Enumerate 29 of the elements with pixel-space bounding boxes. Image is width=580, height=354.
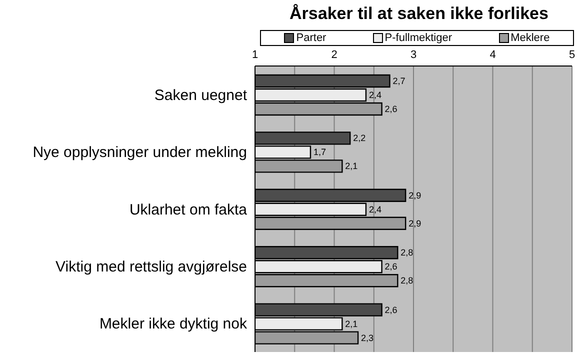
x-tick-label: 2 (331, 49, 338, 61)
data-label: 2,6 (384, 104, 398, 114)
data-label: 2,7 (392, 76, 406, 86)
y-tick-label: Nye opplysninger under mekling (32, 144, 247, 162)
data-label: 2,4 (368, 90, 382, 100)
data-label: 2,1 (345, 318, 358, 329)
data-label: 2,6 (384, 304, 398, 315)
data-label: 2,4 (368, 204, 382, 214)
y-tick-label: Viktig med rettslig avgjørelse (56, 258, 247, 276)
data-label: 2,9 (408, 218, 422, 228)
x-tick-label: 4 (490, 49, 496, 61)
data-label: 2,2 (353, 133, 366, 144)
y-tick-label: Saken uegnet (154, 86, 248, 104)
chart-title: Årsaker til at saken ikke forlikes (288, 4, 550, 24)
data-label: 1,7 (313, 147, 326, 158)
data-label: 2,8 (400, 248, 414, 258)
data-label: 2,6 (384, 262, 398, 272)
data-label: 2,1 (345, 161, 358, 172)
x-tick-label: 5 (568, 49, 576, 61)
data-label: 2,9 (408, 190, 422, 200)
legend-label: Parter (295, 31, 326, 45)
data-label: 2,3 (361, 332, 374, 343)
legend-label: Meklere (510, 31, 550, 45)
data-label: 2,8 (400, 276, 414, 286)
legend-label: P-fullmektiger (384, 31, 452, 45)
y-tick-label: Mekler ikke dyktig nok (99, 316, 248, 333)
x-tick-label: 3 (410, 49, 417, 61)
x-tick-label: 1 (252, 49, 258, 61)
y-tick-label: Uklarhet om fakta (129, 201, 248, 218)
